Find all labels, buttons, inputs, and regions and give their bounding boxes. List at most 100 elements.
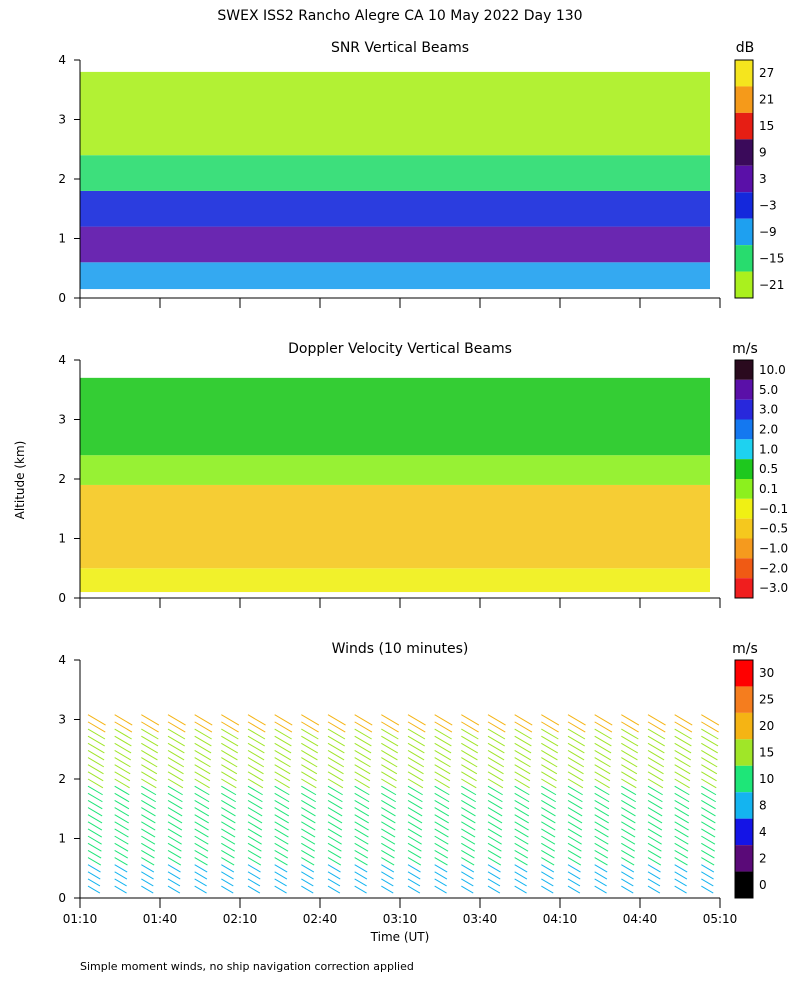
wind-barb xyxy=(434,842,449,852)
snr-axes: 0 1 2 3 4 xyxy=(58,53,721,308)
wind-barb xyxy=(514,857,528,866)
wind-barb xyxy=(674,864,688,873)
wind-barb xyxy=(434,750,452,761)
wind-barb xyxy=(647,835,662,845)
wind-barb xyxy=(701,764,718,775)
wind-barb xyxy=(301,750,318,761)
wind-barb xyxy=(567,878,581,887)
wind-barb xyxy=(541,764,558,775)
wind-barb xyxy=(461,757,478,768)
wind-barb xyxy=(114,828,129,838)
wind-barb xyxy=(167,785,183,796)
wind-barb xyxy=(194,807,210,817)
wind-profile-0110 xyxy=(87,714,106,894)
wind-barb xyxy=(567,750,585,761)
wind-barb xyxy=(247,721,266,733)
wind-barb xyxy=(701,864,715,873)
wind-barb xyxy=(381,842,395,852)
wind-barb xyxy=(247,857,262,866)
wind-barb xyxy=(87,785,103,796)
wind-barb xyxy=(301,878,314,887)
wind-barb xyxy=(87,714,106,726)
wind-barb xyxy=(354,878,367,887)
wind-barb xyxy=(274,799,290,810)
wind-barb xyxy=(541,757,558,768)
wind-barb xyxy=(194,728,212,740)
doppler-panel: Doppler Velocity Vertical Beams 0 1 2 3 4 m/… xyxy=(58,341,788,608)
wind-barb xyxy=(354,750,372,761)
wind-barb xyxy=(247,878,261,887)
wind-barb xyxy=(541,742,558,754)
wind-barb xyxy=(674,728,692,740)
wind-barb xyxy=(301,842,315,852)
wind-barb xyxy=(487,828,503,838)
colorbar-swatch-2 xyxy=(735,112,753,140)
wind-barb xyxy=(674,807,690,817)
wind-barb xyxy=(221,757,238,768)
wind-barb xyxy=(434,785,450,796)
wind-barb xyxy=(114,878,127,887)
wind-barb xyxy=(221,878,234,887)
wind-barb xyxy=(487,849,502,859)
wind-barb xyxy=(301,792,316,803)
wind-barb xyxy=(434,735,452,747)
wind-barb xyxy=(434,792,450,803)
wind-barb xyxy=(647,857,662,866)
wind-barb xyxy=(407,842,422,852)
wind-barb xyxy=(487,771,504,782)
wind-barb xyxy=(674,828,689,838)
wind-barb xyxy=(594,814,609,824)
colorbar-swatch-4 xyxy=(735,439,753,460)
wind-barb xyxy=(514,864,528,873)
wind-barb xyxy=(487,750,505,761)
wind-barb xyxy=(354,735,372,747)
wind-barb xyxy=(327,764,344,775)
wind-barb xyxy=(621,792,636,803)
wind-barb xyxy=(407,871,421,880)
wind-barb xyxy=(434,764,451,775)
wind-barb xyxy=(594,828,609,838)
heatmap-layer-2 xyxy=(80,455,710,485)
colorbar-swatch-11 xyxy=(735,578,753,598)
colorbar-swatch-4 xyxy=(735,165,753,193)
wind-barb xyxy=(87,764,104,775)
wind-barb xyxy=(407,714,426,726)
wind-barb xyxy=(114,778,130,789)
doppler-axes: 0 1 2 3 4 xyxy=(58,353,721,608)
wind-barb xyxy=(514,757,531,768)
wind-barb xyxy=(301,785,317,796)
wind-barb xyxy=(221,828,236,838)
wind-barb xyxy=(114,864,128,873)
wind-barb xyxy=(594,778,610,789)
wind-barb xyxy=(247,799,263,810)
wind-barb xyxy=(567,714,586,726)
wind-barb xyxy=(114,714,133,726)
wind-barb xyxy=(141,835,156,845)
wind-barb xyxy=(647,771,664,782)
wind-barb xyxy=(354,807,370,817)
wind-barb xyxy=(647,742,665,754)
wind-barb xyxy=(114,757,131,768)
wind-barb xyxy=(274,857,288,866)
wind-barb xyxy=(594,821,609,831)
wind-barb xyxy=(407,828,423,838)
wind-barb xyxy=(381,714,400,726)
wind-barb xyxy=(701,857,715,866)
wind-barb xyxy=(674,885,687,894)
wind-barb xyxy=(487,757,505,768)
wind-barb xyxy=(434,871,448,880)
wind-barb xyxy=(167,742,185,754)
wind-barb xyxy=(701,792,716,803)
wind-barb xyxy=(674,764,691,775)
doppler-colorbar-unit: m/s xyxy=(732,341,758,357)
wind-barb xyxy=(247,757,265,768)
wind-barb xyxy=(274,885,287,894)
wind-barb xyxy=(247,864,261,873)
wind-barb xyxy=(461,885,474,894)
wind-barb xyxy=(621,714,640,726)
wind-barb xyxy=(567,842,582,852)
wind-barb xyxy=(647,750,665,761)
wind-barb xyxy=(274,785,290,796)
wind-barb xyxy=(621,864,635,873)
colorbar-swatch-5 xyxy=(735,459,753,479)
